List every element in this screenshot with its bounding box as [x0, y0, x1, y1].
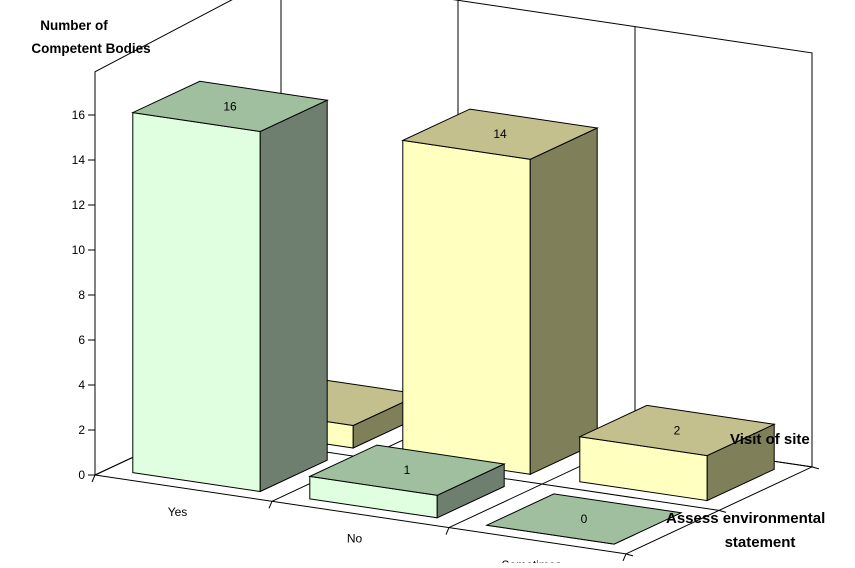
x-tick-mark	[445, 527, 450, 535]
bar-value-label: 0	[581, 512, 588, 526]
bar-value-label: 14	[493, 127, 507, 141]
y-tick-label: 4	[78, 378, 85, 392]
bar-front-face	[402, 139, 531, 475]
x-category-label: Sometimes	[501, 558, 561, 563]
bar-side-face	[529, 127, 598, 476]
chart-bars: 11421610	[131, 80, 776, 545]
bar-side-face	[259, 99, 328, 493]
y-tick-label: 6	[78, 333, 85, 347]
x-tick-mark	[622, 553, 627, 562]
y-tick-label: 8	[78, 288, 85, 302]
chart-labels: Number of Competent Bodies Visit of site…	[31, 18, 825, 551]
x-tick-mark	[91, 474, 96, 483]
bar-top-face	[578, 404, 776, 457]
bar-top-face	[485, 493, 683, 545]
x-tick-mark	[268, 501, 273, 509]
x-category-label: No	[347, 531, 363, 545]
bar-top-face	[131, 80, 329, 133]
y-axis-title-line-1: Number of	[40, 18, 108, 33]
y-tick-label: 10	[72, 243, 86, 257]
z-tick-mark	[718, 509, 727, 513]
bar-value-label: 1	[404, 463, 411, 477]
bar-value-label: 16	[223, 99, 237, 113]
bar-value-label: 2	[674, 424, 681, 438]
series-label-assess-line-1: Assess environmental	[666, 510, 825, 527]
z-tick-mark	[811, 466, 820, 470]
bar-front-face	[132, 112, 261, 493]
x-category-label: Yes	[168, 505, 188, 519]
bar-top-face	[308, 444, 506, 496]
y-tick-label: 2	[78, 423, 85, 437]
y-axis-title-line-2: Competent Bodies	[31, 41, 150, 56]
y-tick-label: 16	[72, 108, 86, 122]
y-tick-label: 14	[72, 153, 86, 167]
y-tick-label: 0	[78, 468, 85, 482]
bar-top-face	[401, 108, 599, 160]
series-label-visit-of-site: Visit of site	[730, 431, 810, 448]
y-tick-label: 12	[72, 198, 86, 212]
z-tick-mark	[625, 553, 634, 557]
series-label-assess-line-2: statement	[725, 534, 796, 551]
